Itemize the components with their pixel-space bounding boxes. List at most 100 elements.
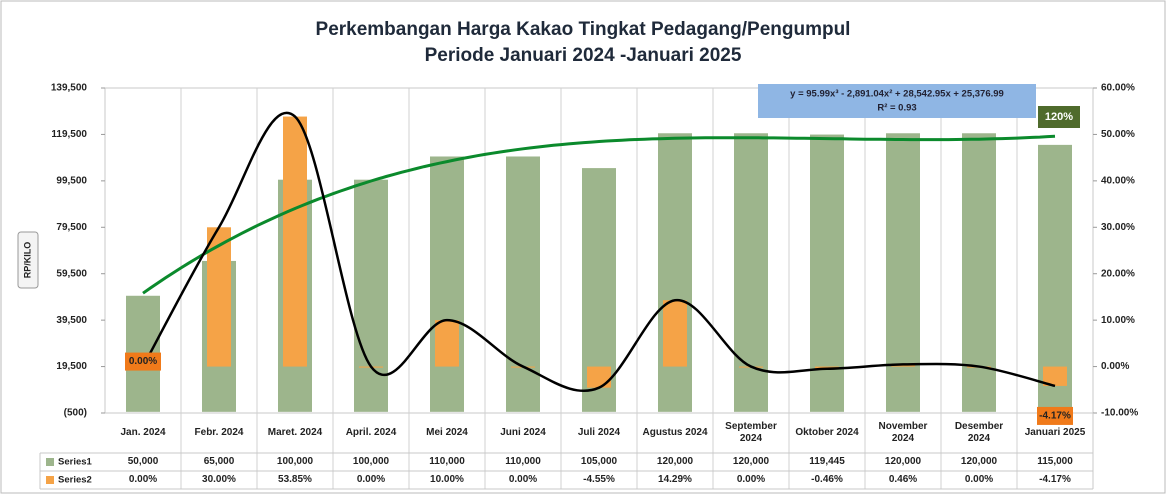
table-value: 119,445 [809,456,845,467]
x-tick-label: Oktober 2024 [795,427,859,438]
x-tick-label-cell: Desember 2024 [955,421,1003,444]
y-tick-label: 79,500 [56,222,87,233]
y2-tick-label: 40.00% [1101,175,1135,186]
series2-line [141,111,1056,393]
legend-label: Series1 [58,457,93,468]
table-value: 120,000 [656,456,694,467]
y-tick-label: 39,500 [56,315,87,326]
table-value-cell: 115,000 [1037,456,1073,467]
x-tick-label: Febr. 2024 [194,427,244,438]
trendline-r2: R² = 0.93 [877,103,916,114]
bar [663,300,687,367]
annotation: 120% [1045,111,1073,123]
y2-tick-label: 10.00% [1101,315,1135,326]
data-label: 0.00% [129,356,157,367]
table-value-cell: -4.55% [583,474,615,485]
x-tick-label: Mei 2024 [426,427,468,438]
table-value-cell: 0.00% [508,474,538,485]
table-value: 120,000 [732,456,770,467]
y-label-box [17,231,39,289]
table-value: 30.00% [202,474,236,485]
table-value: 105,000 [580,456,618,467]
table-value-cell: 53.85% [278,474,312,485]
x-tick-label: November 2024 [878,421,928,444]
table-value: -4.17% [1039,474,1071,485]
table-value-cell: 120,000 [732,456,770,467]
x-tick-label: Januari 2025 [1024,427,1086,438]
table-value-cell: 0.46% [889,474,917,485]
trendline-equation: y = 95.99x³ - 2,891.04x² + 28,542.95x + … [790,89,1004,100]
table-value: 0.00% [964,474,994,485]
legend-key [46,458,54,466]
table-value: 0.00% [356,474,386,485]
table-value-cell: -0.46% [811,474,843,485]
x-tick-label: Juni 2024 [500,427,546,438]
bar [1043,366,1067,386]
bar [283,116,307,367]
y-axis-label: RP/KILO [22,242,32,279]
bar [506,156,540,412]
trendline [142,134,1056,295]
bar [207,227,231,367]
table-value: 53.85% [278,474,312,485]
table-value-cell: 100,000 [353,456,389,467]
x-tick-label-cell: Oktober 2024 [795,427,859,438]
table-value: 0.00% [508,474,538,485]
x-tick-label: April. 2024 [345,427,397,438]
y2-tick-label: 30.00% [1101,222,1135,233]
table-value-cell: 65,000 [203,456,235,467]
x-tick-label-cell: Jan. 2024 [120,427,166,438]
bar [810,134,844,412]
table-value: 110,000 [429,456,465,467]
table-value-cell: -4.17% [1039,474,1071,485]
table-value-cell: 120,000 [656,456,694,467]
x-tick-label: Maret. 2024 [267,427,323,438]
table-value-cell: 110,000 [505,456,541,467]
data-label-box [125,352,161,371]
x-tick-label-cell: April. 2024 [345,427,397,438]
x-tick-label-cell: Mei 2024 [426,427,468,438]
bar [886,133,920,412]
bar [435,320,459,367]
table-value-cell: 120,000 [885,456,921,467]
x-tick-label-cell: Agustus 2024 [642,427,708,438]
y2-tick-label: 20.00% [1101,268,1135,279]
table-value-cell: 0.00% [964,474,994,485]
table-value: 65,000 [203,456,235,467]
table-value-cell: 30.00% [202,474,236,485]
plot-area [104,87,1094,414]
table-value: 120,000 [960,456,998,467]
y-tick-label: 99,500 [56,175,87,186]
x-tick-label-cell: Maret. 2024 [267,427,323,438]
equation-box [758,84,1036,118]
y-tick-label: 19,500 [56,361,87,372]
x-tick-label: Agustus 2024 [642,427,708,438]
y2-tick-label: -10.00% [1101,408,1138,419]
table-value-cell: 50,000 [127,456,159,467]
table-value-cell: 0.00% [129,474,157,485]
bar [354,179,388,412]
table-value-cell: 105,000 [580,456,618,467]
x-tick-label-cell: Januari 2025 [1024,427,1086,438]
table-value: -4.55% [583,474,615,485]
annotation-box [1038,106,1080,128]
x-tick-label-cell: Febr. 2024 [194,427,244,438]
data-label: -4.17% [1039,411,1071,422]
legend-label: Series2 [58,475,92,486]
table-value: 50,000 [127,456,159,467]
y-tick-label: 119,500 [51,129,87,140]
bar [587,366,611,388]
table-value: 14.29% [658,474,692,485]
table-value: 110,000 [505,456,541,467]
table-value-cell: 119,445 [809,456,845,467]
x-tick-label: September 2024 [725,421,777,444]
table-value-cell: 0.00% [736,474,766,485]
x-tick-label-cell: Juni 2024 [500,427,546,438]
table-value: 0.00% [736,474,766,485]
data-label-box [1037,406,1073,425]
bar [658,133,692,412]
x-tick-label: Jan. 2024 [120,427,166,438]
legend-key [46,476,54,484]
chart-subtitle: Periode Januari 2024 -Januari 2025 [425,45,742,66]
